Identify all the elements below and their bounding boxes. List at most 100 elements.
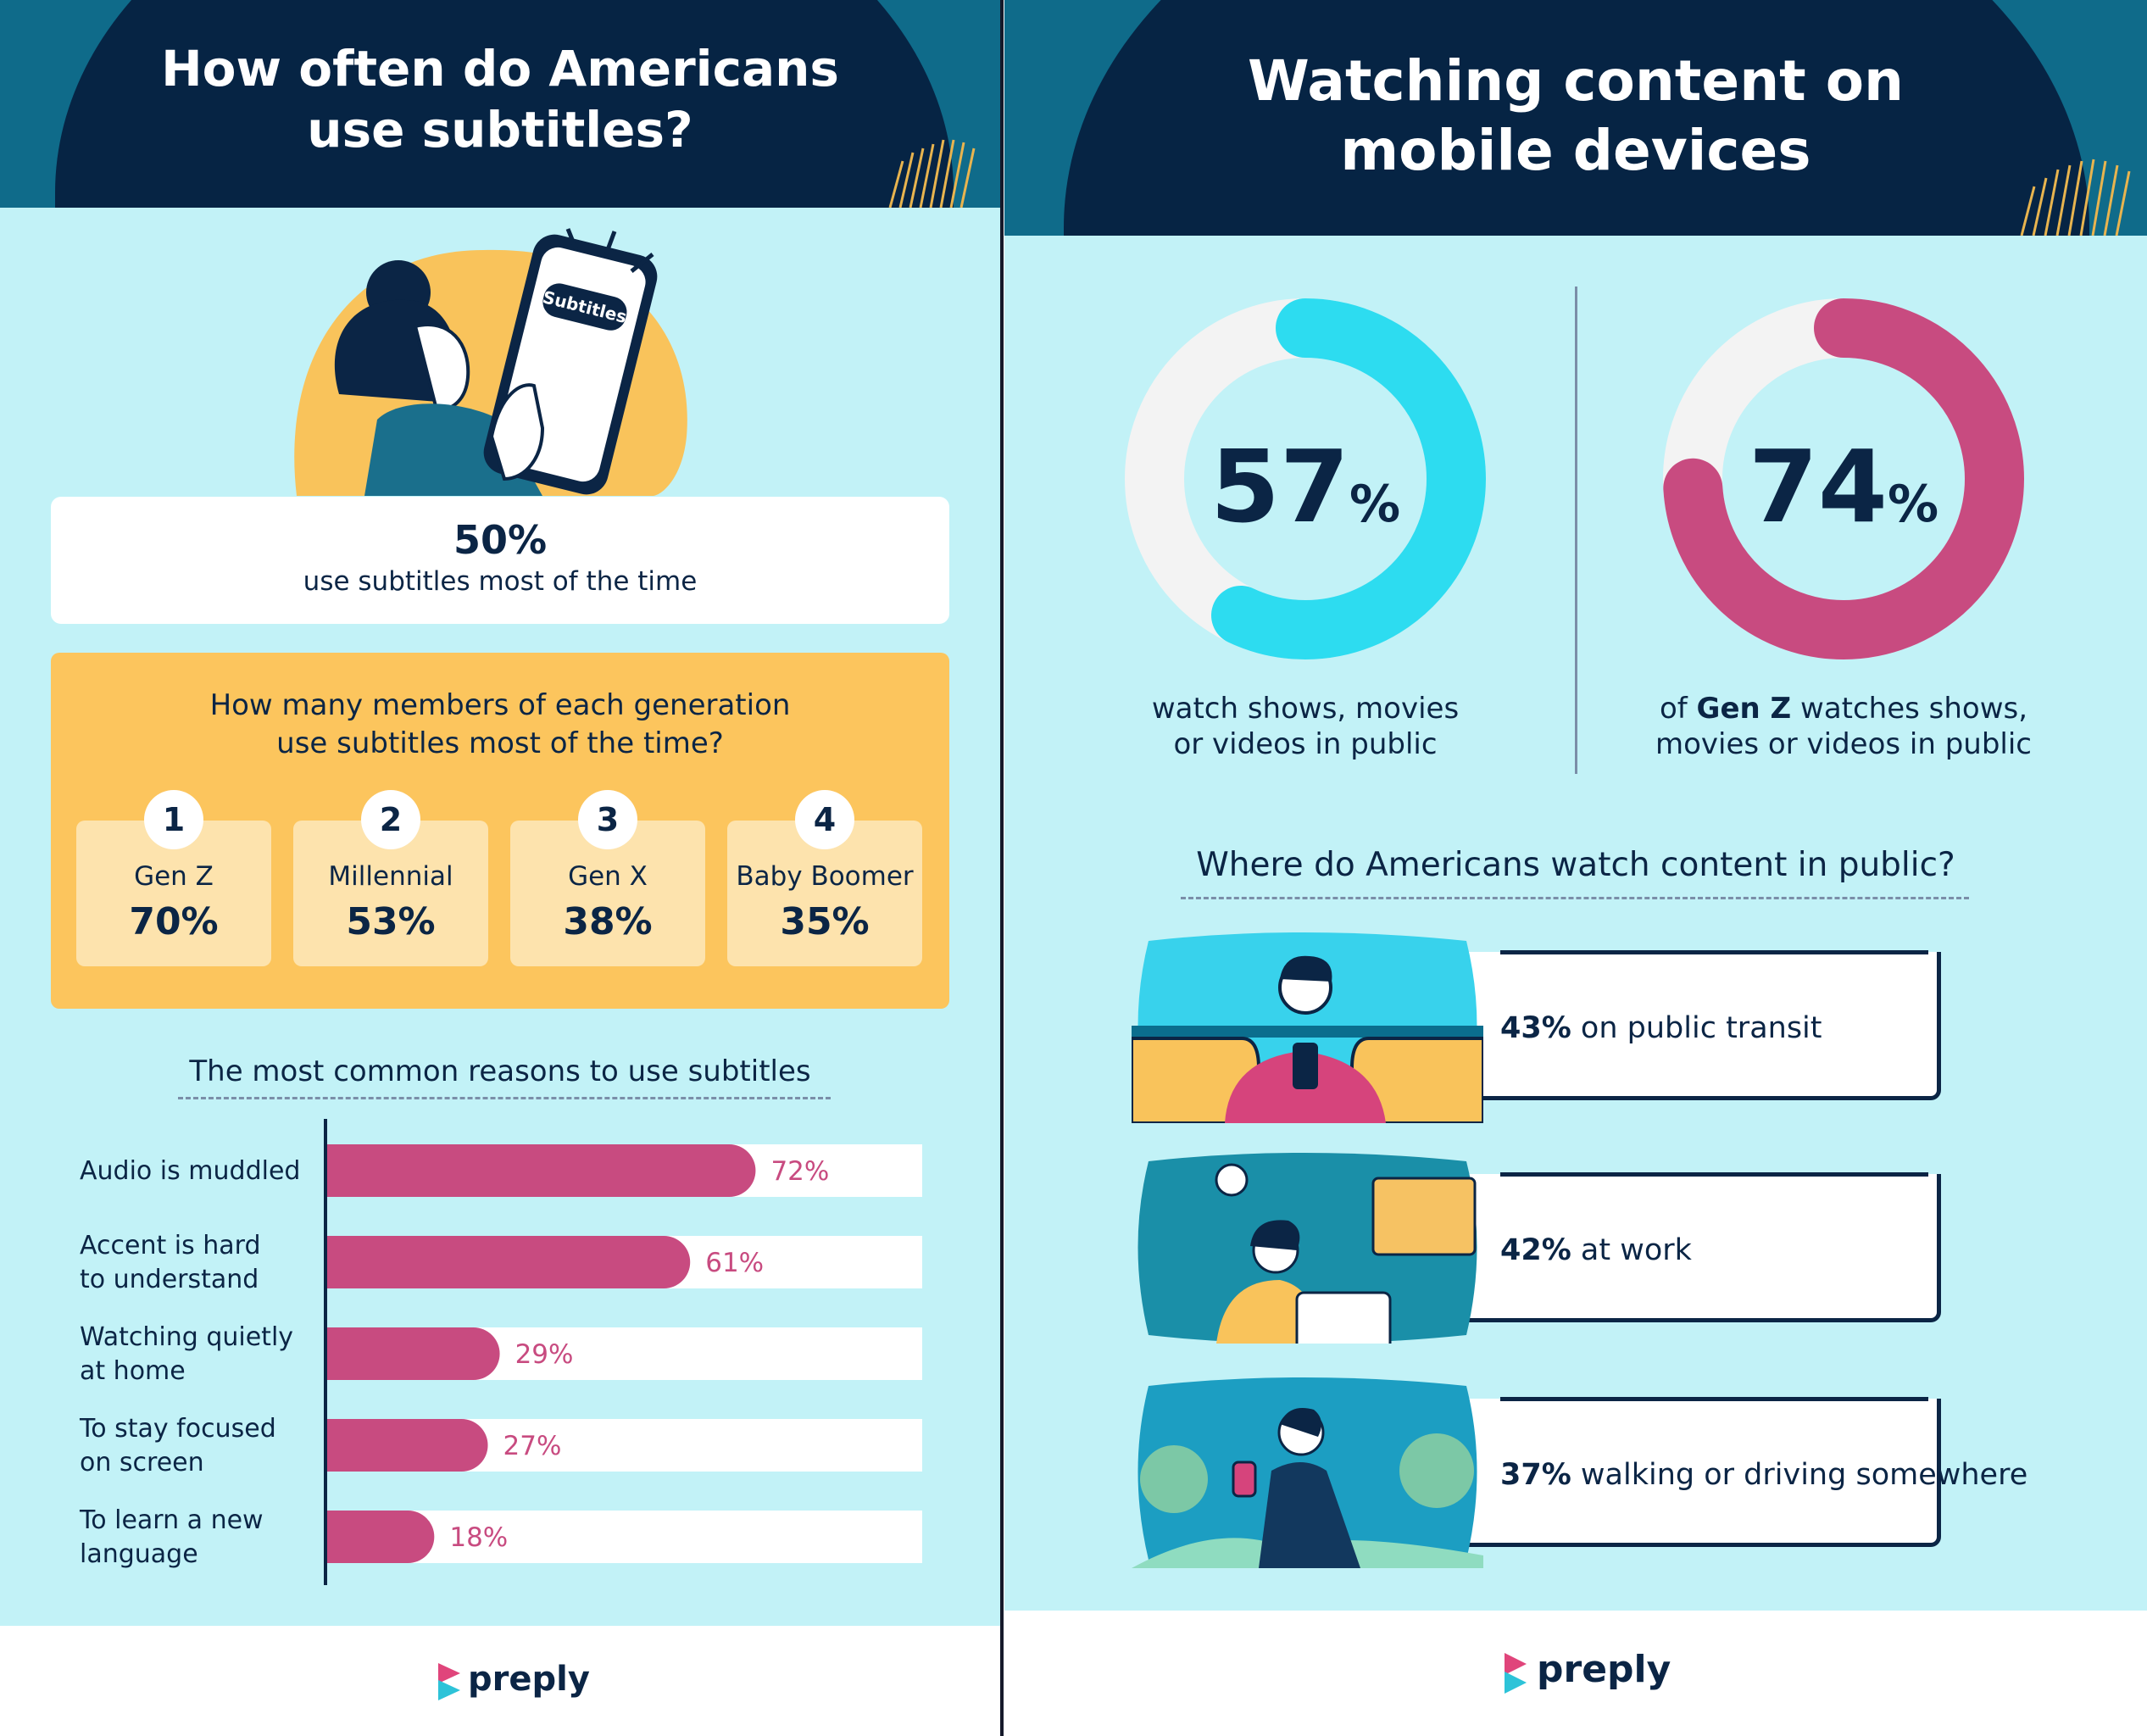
generation-value: 38% bbox=[563, 900, 653, 943]
page-title: How often do Americans use subtitles? bbox=[0, 38, 1000, 160]
public-transit-illustration bbox=[1132, 932, 1483, 1123]
location-value: 42% bbox=[1500, 1233, 1571, 1267]
generation-label: Gen X bbox=[568, 861, 648, 892]
location-label: on public transit bbox=[1580, 1011, 1822, 1045]
donut1-value: 57 bbox=[1210, 428, 1350, 545]
bar-category-label: Audio is muddled bbox=[80, 1156, 300, 1186]
bar bbox=[327, 1236, 691, 1288]
title-line-2: mobile devices bbox=[1340, 118, 1811, 183]
generation-value: 70% bbox=[129, 900, 219, 943]
title-line-1: Watching content on bbox=[1247, 48, 1905, 114]
preply-logo-icon bbox=[438, 1663, 460, 1700]
bar-value-label: 61% bbox=[705, 1248, 764, 1278]
bar bbox=[327, 1419, 488, 1472]
donut1-caption-line-2: or videos in public bbox=[1173, 727, 1438, 761]
rank-badge: 4 bbox=[795, 790, 854, 849]
card-top-rule bbox=[1500, 950, 1928, 954]
location-label: walking or driving somewhere bbox=[1580, 1458, 2028, 1492]
generation-card: 2 Millennial 53% bbox=[293, 790, 488, 966]
generation-label: Gen Z bbox=[134, 861, 214, 892]
bar-category-label: To learn a new language bbox=[79, 1505, 264, 1569]
header-arch bbox=[1064, 0, 2089, 237]
generation-question: How many members of each generation use … bbox=[51, 687, 949, 763]
donut-segment bbox=[1663, 298, 2024, 659]
preply-logo-text: preply bbox=[468, 1660, 590, 1699]
title-line-1: How often do Americans bbox=[161, 40, 839, 97]
card-top-rule bbox=[1500, 1397, 1928, 1401]
location-text: 42% at work bbox=[1500, 1233, 1692, 1267]
where-title: Where do Americans watch content in publ… bbox=[1196, 846, 1955, 884]
reasons-bar-chart: 72% Audio is muddled 61% Accent is hard to u… bbox=[79, 1119, 922, 1585]
rank-badge: 2 bbox=[361, 790, 420, 849]
reasons-title: The most common reasons to use subtitles bbox=[189, 1054, 811, 1088]
location-card bbox=[1411, 952, 1941, 1100]
headline-stat-card: 50% use subtitles most of the time bbox=[51, 497, 949, 624]
bar-category-label: Accent is hard to understand bbox=[80, 1231, 261, 1294]
footer: preply bbox=[1004, 1611, 2147, 1736]
donut2-caption-line-1: of Gen Z watches shows, bbox=[1598, 691, 2089, 726]
decorative-stripes bbox=[2020, 159, 2131, 236]
right-panel: Watching content on mobile devices 57% w… bbox=[1004, 0, 2147, 1736]
donut-chart-public-viewing bbox=[1125, 298, 1486, 659]
location-value: 43% bbox=[1500, 1011, 1571, 1045]
generation-question-line-2: use subtitles most of the time? bbox=[276, 726, 724, 760]
bar-category-label: Watching quietly at home bbox=[80, 1322, 293, 1386]
donut1-unit: % bbox=[1349, 475, 1401, 534]
preply-logo-text: preply bbox=[1537, 1648, 1671, 1691]
generation-label: Baby Boomer bbox=[736, 861, 914, 892]
location-card bbox=[1411, 1174, 1941, 1322]
donut2-caption: of Gen Z watches shows, movies or videos… bbox=[1598, 691, 2089, 762]
caption-highlight: Gen Z bbox=[1696, 692, 1792, 726]
bar-value-label: 29% bbox=[515, 1339, 574, 1370]
bar-value-label: 72% bbox=[770, 1156, 829, 1187]
headline-stat: 50% bbox=[453, 517, 548, 563]
bar bbox=[327, 1511, 435, 1563]
card-top-rule bbox=[1500, 1172, 1928, 1177]
donut2-value: 74 bbox=[1748, 428, 1888, 545]
caption-prefix: of bbox=[1659, 692, 1697, 726]
reasons-title-underline bbox=[178, 1097, 831, 1099]
bar bbox=[327, 1327, 500, 1380]
donut-chart-gen-z bbox=[1663, 298, 2024, 659]
bar-category-label: To stay focused on screen bbox=[79, 1414, 276, 1477]
generation-card: 1 Gen Z 70% bbox=[76, 790, 271, 966]
bar-value-label: 18% bbox=[449, 1522, 508, 1553]
page-title: Watching content on mobile devices bbox=[1004, 47, 2147, 186]
generation-label: Millennial bbox=[328, 861, 453, 892]
panel-divider bbox=[1000, 0, 1004, 1736]
decorative-stripes bbox=[888, 139, 976, 209]
donut1-label: 57% bbox=[1123, 428, 1488, 545]
generation-panel: How many members of each generation use … bbox=[51, 653, 949, 1009]
location-value: 37% bbox=[1500, 1458, 1571, 1492]
generation-card: 4 Baby Boomer 35% bbox=[727, 790, 922, 966]
bar-value-label: 27% bbox=[503, 1431, 562, 1461]
work-illustration bbox=[1137, 1153, 1477, 1344]
donut-segment bbox=[1125, 298, 1486, 659]
left-panel: How often do Americans use subtitles? Su… bbox=[0, 0, 1000, 1736]
rank-badge: 3 bbox=[578, 790, 637, 849]
headline-caption: use subtitles most of the time bbox=[303, 566, 698, 597]
location-text: 37% walking or driving somewhere bbox=[1500, 1458, 2027, 1492]
donut1-caption: watch shows, movies or videos in public bbox=[1076, 691, 1534, 762]
header-arch bbox=[55, 0, 954, 208]
generation-value: 35% bbox=[780, 900, 870, 943]
location-card bbox=[1411, 1399, 1941, 1547]
location-text: 43% on public transit bbox=[1500, 1011, 1822, 1045]
preply-logo-icon bbox=[1505, 1653, 1527, 1694]
rank-badge: 1 bbox=[144, 790, 203, 849]
caption-rest: watches shows, bbox=[1791, 692, 2028, 726]
generation-value: 53% bbox=[346, 900, 436, 943]
footer: preply bbox=[0, 1626, 1000, 1736]
location-label: at work bbox=[1580, 1233, 1692, 1267]
donut2-unit: % bbox=[1888, 475, 1939, 534]
woman-with-phone-illustration: Subtitles bbox=[294, 228, 687, 496]
donut-divider bbox=[1575, 287, 1577, 774]
bar bbox=[327, 1144, 756, 1197]
generation-question-line-1: How many members of each generation bbox=[209, 688, 791, 722]
donut2-caption-line-2: movies or videos in public bbox=[1655, 727, 2032, 761]
generation-card: 3 Gen X 38% bbox=[510, 790, 705, 966]
walking-illustration bbox=[1132, 1377, 1483, 1568]
title-line-2: use subtitles? bbox=[307, 101, 693, 159]
where-title-underline bbox=[1181, 897, 1969, 899]
donut2-label: 74% bbox=[1661, 428, 2026, 545]
